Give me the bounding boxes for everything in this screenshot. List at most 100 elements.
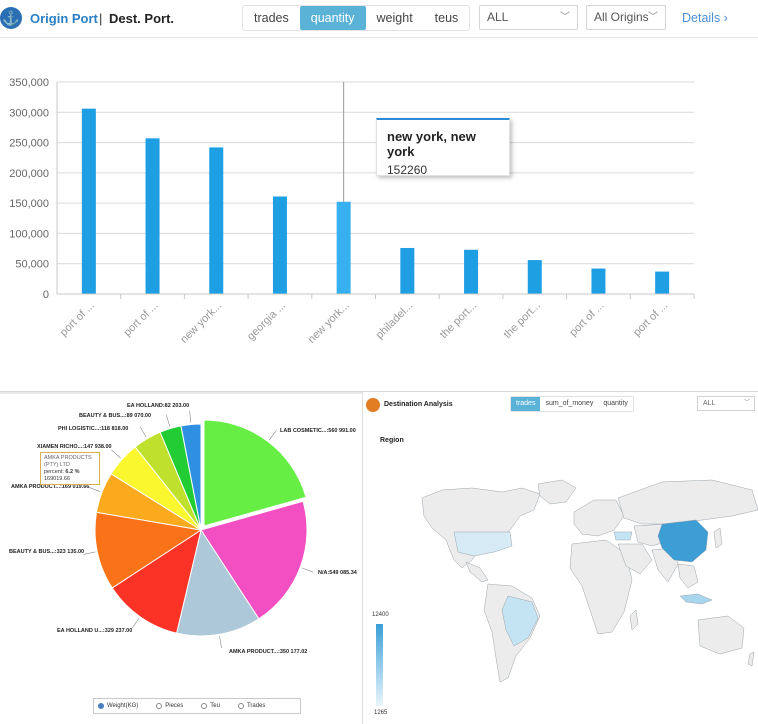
bar-chart-panel: ⚓ Origin Port | Dest. Port. trades quant… xyxy=(0,0,758,392)
pie-leader-line xyxy=(139,426,147,438)
option-pieces-label: Pieces xyxy=(165,703,184,709)
pie-label-10: EA HOLLAND:82 203.00 xyxy=(127,403,190,409)
map-africa xyxy=(569,539,633,635)
map-usa xyxy=(453,531,513,557)
pie-label-5: BEAUTY & BUS...:323 135.00 xyxy=(9,549,85,555)
x-tick-label: georgia ... xyxy=(245,300,288,343)
chevron-down-icon: ﹀ xyxy=(648,12,658,23)
bar[interactable] xyxy=(655,271,670,294)
chevron-down-icon: ﹀ xyxy=(560,12,570,23)
tab-teus[interactable]: teus xyxy=(434,11,459,25)
pie-slice[interactable] xyxy=(94,511,203,589)
destination-title: Destination Analysis xyxy=(384,401,453,408)
pie-leader-line xyxy=(219,636,222,649)
y-tick-label: 200,000 xyxy=(9,168,49,180)
pie-label-7: XIAMEN RICHO...:147 938.00 xyxy=(37,444,112,450)
option-weight-label: Weight(KG) xyxy=(107,703,139,709)
bar[interactable] xyxy=(464,249,479,294)
pie-leader-line xyxy=(83,551,96,555)
option-trades[interactable]: Trades xyxy=(237,703,266,709)
anchor-icon: ⚓ xyxy=(0,7,22,29)
map-madagascar xyxy=(629,609,639,631)
origin-port-tab[interactable]: Origin Port xyxy=(30,11,98,26)
pie-slice[interactable] xyxy=(180,423,202,531)
pie-chart xyxy=(83,410,314,649)
map-middle-east xyxy=(617,543,653,575)
y-tick-label: 0 xyxy=(43,289,49,301)
pie-label-6: AMKA PRODUCT...:169 019.66 xyxy=(11,484,90,490)
pie-leader-line xyxy=(268,430,277,441)
metric-toggle: trades quantity weight teus xyxy=(242,5,471,31)
bar-tooltip: new york, new york 152260 xyxy=(376,118,510,177)
bar[interactable] xyxy=(591,268,606,294)
x-tick-label: the port... xyxy=(502,300,543,341)
bar[interactable] xyxy=(272,196,287,294)
bar[interactable] xyxy=(145,138,160,294)
pie-leader-line xyxy=(166,415,171,427)
filter-all-value: ALL xyxy=(487,10,509,24)
pie-metric-options: Weight(KG) Pieces Teu Trades xyxy=(93,698,301,714)
tab-quantity[interactable]: quantity xyxy=(299,6,366,30)
pie-leader-line xyxy=(301,567,314,573)
pie-slice[interactable] xyxy=(203,419,307,527)
tooltip-value: 152260 xyxy=(387,163,428,177)
pie-leader-line xyxy=(131,618,140,629)
tooltip-title: new york, new york xyxy=(387,129,476,159)
x-tick-label: port of ... xyxy=(567,300,606,339)
dest-port-tab[interactable]: Dest. Port. xyxy=(109,11,175,26)
option-trades-label: Trades xyxy=(246,703,266,709)
pie-slice[interactable] xyxy=(200,500,308,620)
bar[interactable] xyxy=(400,247,415,294)
destination-filter-dropdown[interactable]: ALL ﹀ xyxy=(697,396,755,411)
tab-weight[interactable]: weight xyxy=(376,11,413,25)
bar[interactable] xyxy=(81,108,96,294)
bar[interactable] xyxy=(336,201,351,294)
dest-tab-trades[interactable]: trades xyxy=(511,397,541,411)
region-label: Region xyxy=(380,437,404,444)
pie-slice[interactable] xyxy=(111,528,202,634)
x-tick-label: port of ... xyxy=(631,300,670,339)
pie-leader-line xyxy=(88,487,101,492)
option-weight[interactable]: Weight(KG) xyxy=(98,703,138,709)
pie-tooltip: AMKA PRODUCTS (PTY) LTD percent: 6.2 % 1… xyxy=(40,452,100,485)
dest-tab-sum-of-money[interactable]: sum_of_money xyxy=(545,400,594,407)
pie-leader-line xyxy=(111,449,121,459)
option-pieces[interactable]: Pieces xyxy=(156,703,183,709)
x-tick-label: new york... xyxy=(306,300,352,346)
bar[interactable] xyxy=(209,147,224,294)
tab-trades[interactable]: trades xyxy=(254,11,289,25)
map-russia xyxy=(617,479,758,525)
pie-label-4: EA HOLLAND U...:329 237.00 xyxy=(57,628,133,634)
map-se-asia xyxy=(677,563,699,589)
pie-leader-line xyxy=(189,410,192,423)
map-central-america xyxy=(465,561,489,583)
x-tick-label: philadel... xyxy=(374,300,416,342)
color-scale xyxy=(376,624,383,706)
destination-filter-value: ALL xyxy=(703,400,716,407)
map-europe xyxy=(573,499,625,537)
filter-origins-value: All Origins xyxy=(594,10,649,24)
bar[interactable] xyxy=(527,260,542,294)
dest-tab-quantity[interactable]: quantity xyxy=(603,400,628,407)
filter-origins-dropdown[interactable]: All Origins ﹀ xyxy=(586,5,666,30)
y-tick-label: 250,000 xyxy=(9,138,49,150)
x-tick-label: the port... xyxy=(438,300,479,341)
pie-slice[interactable] xyxy=(176,528,260,637)
pie-label-8: PHI LOGISTIC...:118 818.00 xyxy=(58,426,129,432)
radio-icon xyxy=(201,703,208,709)
radio-icon xyxy=(98,703,104,709)
map-china xyxy=(657,519,709,563)
globe-icon xyxy=(366,398,380,412)
pie-label-3: AMKA PRODUCT...:350 177.02 xyxy=(229,649,308,655)
y-tick-label: 150,000 xyxy=(9,198,49,210)
filter-all-dropdown[interactable]: ALL ﹀ xyxy=(479,5,578,30)
option-teu-label: Teu xyxy=(210,703,220,709)
pie-tooltip-percent: 6.2 % xyxy=(65,469,80,475)
map-north-america xyxy=(421,487,541,569)
bar-chart: 0 50,000 100,000 150,000 200,000 250,000 300,0… xyxy=(9,77,695,346)
option-teu[interactable]: Teu xyxy=(201,703,220,709)
world-map xyxy=(421,479,758,683)
details-link[interactable]: Details › xyxy=(682,11,728,25)
map-turkey xyxy=(613,531,633,541)
chevron-down-icon: ﹀ xyxy=(743,400,750,406)
